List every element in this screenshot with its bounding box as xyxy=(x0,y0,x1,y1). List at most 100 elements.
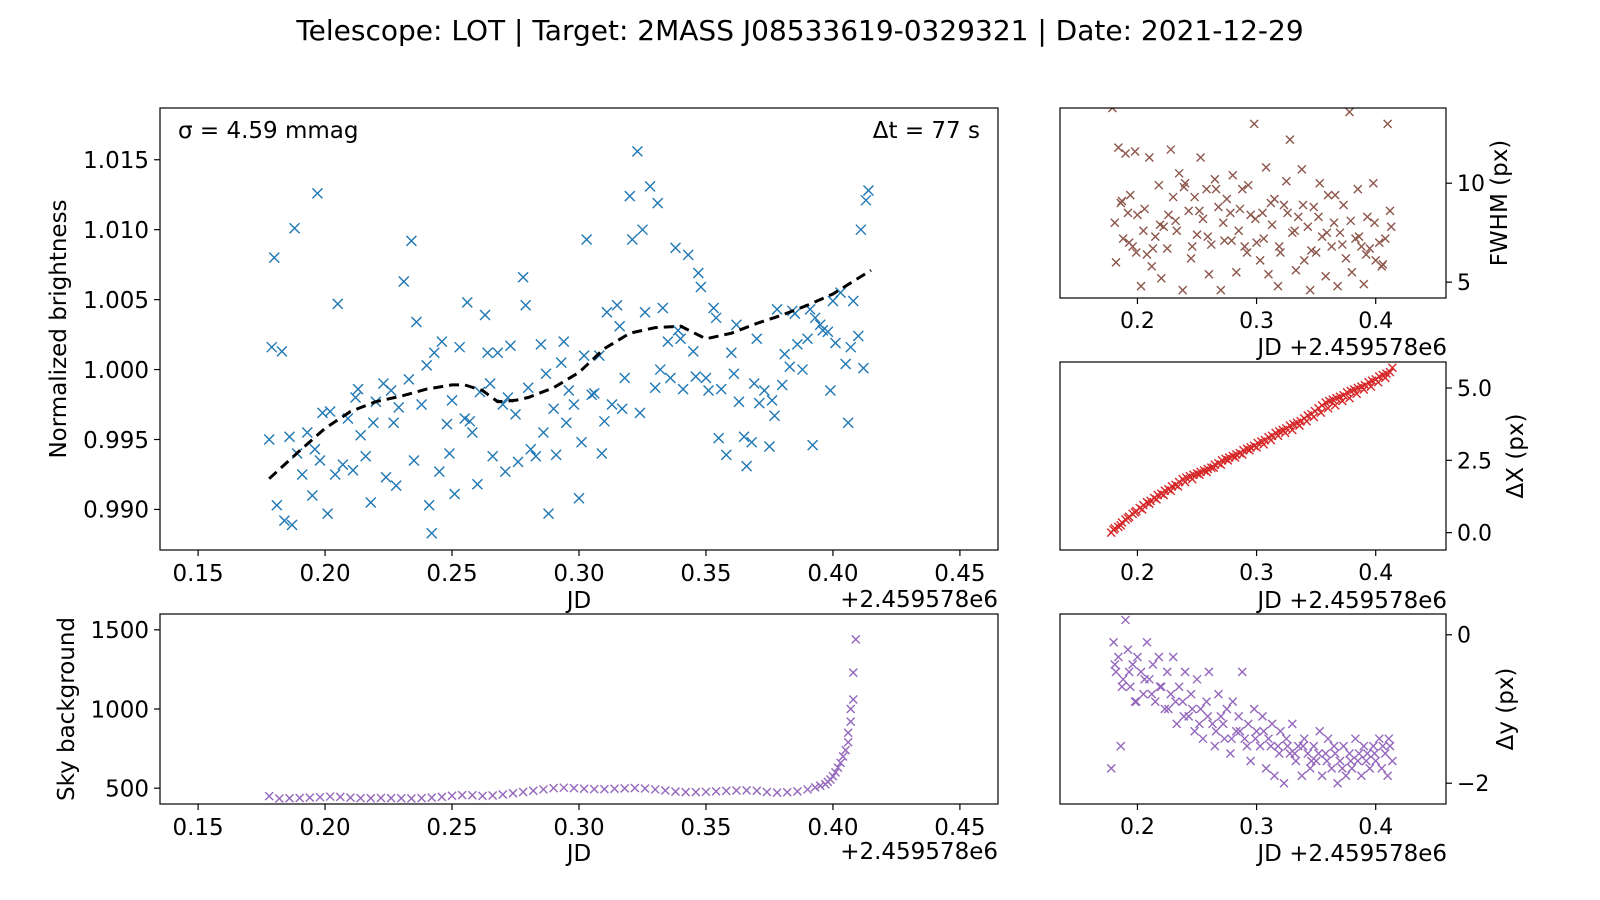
fwhm-point xyxy=(1184,206,1194,216)
lightcurve-point xyxy=(654,364,666,376)
sigma-annotation: σ = 4.59 mmag xyxy=(178,118,359,144)
lightcurve-point xyxy=(459,413,471,425)
sky-point xyxy=(620,783,630,793)
fwhm-point xyxy=(1211,184,1221,194)
sky-point xyxy=(518,787,528,797)
lightcurve-point xyxy=(563,385,575,397)
fwhm-point xyxy=(1333,281,1343,291)
lightcurve-point xyxy=(652,197,664,209)
fwhm-point xyxy=(1136,281,1146,291)
lightcurve-point xyxy=(464,415,476,427)
lightcurve-point xyxy=(309,443,321,455)
dy-point xyxy=(1235,726,1245,736)
lightcurve-point xyxy=(763,440,775,452)
dy-point xyxy=(1275,726,1285,736)
dx-point xyxy=(1152,494,1161,504)
lightcurve-point xyxy=(436,336,448,348)
fwhm-point xyxy=(1222,194,1232,204)
dx-point xyxy=(1330,400,1340,410)
fwhm-point xyxy=(1258,208,1268,218)
sky-point xyxy=(792,786,802,796)
dy-panel: 0.2 0.3 0.4 0 −2 JD +2.459578e6 Δy (px) xyxy=(1059,613,1519,867)
sky-point xyxy=(851,634,861,644)
dy-point xyxy=(1273,741,1283,751)
lightcurve-point xyxy=(855,224,867,236)
dx-point xyxy=(1352,389,1362,399)
dy-point xyxy=(1194,719,1204,729)
fwhm-point xyxy=(1274,242,1284,252)
fwhm-xtick-label: 0.2 xyxy=(1120,309,1155,334)
dy-point xyxy=(1359,741,1369,751)
fwhm-point xyxy=(1356,242,1366,252)
dx-point xyxy=(1187,474,1197,484)
dy-point xyxy=(1240,734,1250,744)
dx-point xyxy=(1323,403,1333,413)
fwhm-point xyxy=(1361,249,1371,259)
dx-point xyxy=(1116,520,1126,530)
lightcurve-point xyxy=(771,303,783,315)
sky-point xyxy=(406,793,416,803)
fwhm-point xyxy=(1293,212,1303,222)
lightcurve-point xyxy=(360,450,372,462)
dx-point xyxy=(1130,507,1140,517)
fwhm-point xyxy=(1290,226,1300,236)
dy-point xyxy=(1263,734,1273,744)
lightcurve-point xyxy=(347,464,359,476)
fwhm-point xyxy=(1315,178,1325,188)
lightcurve-point xyxy=(644,180,656,192)
lightcurve-point xyxy=(822,326,834,338)
dy-point xyxy=(1303,749,1313,759)
lightcurve-point xyxy=(728,368,740,380)
fwhm-point xyxy=(1242,247,1252,257)
fwhm-point xyxy=(1178,285,1188,295)
fwhm-point xyxy=(1216,285,1226,295)
dx-point xyxy=(1109,525,1119,535)
dy-point xyxy=(1246,756,1256,766)
dy-point xyxy=(1131,697,1141,707)
lightcurve-point xyxy=(748,378,760,390)
lightcurve-point xyxy=(842,417,854,429)
sky-point xyxy=(848,668,858,678)
dy-point xyxy=(1267,719,1277,729)
lightcurve-panel: 0.15 0.20 0.25 0.30 0.35 0.40 0.45 0.990 0.995 1.… xyxy=(46,107,999,614)
lightcurve-point xyxy=(624,190,636,202)
fwhm-point xyxy=(1179,182,1189,192)
fwhm-point xyxy=(1204,269,1214,279)
fwhm-point xyxy=(1138,226,1148,236)
dy-point xyxy=(1154,652,1164,662)
lightcurve-point xyxy=(530,450,542,462)
dy-point xyxy=(1128,659,1138,669)
fwhm-point xyxy=(1321,271,1331,281)
lightcurve-point xyxy=(433,466,445,478)
dy-point xyxy=(1299,734,1309,744)
lightcurve-point xyxy=(687,345,699,357)
lightcurve-point xyxy=(862,185,874,197)
sky-ytick-label: 1500 xyxy=(90,618,149,644)
dy-point xyxy=(1117,682,1127,692)
fwhm-ytick-label: 10 xyxy=(1457,172,1485,197)
fwhm-ytick-label: 5 xyxy=(1457,271,1471,296)
dy-point xyxy=(1140,674,1150,684)
dy-point xyxy=(1163,704,1173,714)
dy-point xyxy=(1142,637,1152,647)
dy-point xyxy=(1249,704,1259,714)
lightcurve-point xyxy=(426,527,438,539)
lightcurve-point xyxy=(741,460,753,472)
fwhm-point xyxy=(1259,234,1269,244)
fwhm-point xyxy=(1311,247,1321,257)
fwhm-point xyxy=(1235,204,1245,214)
fwhm-point xyxy=(1163,210,1173,220)
sky-point xyxy=(848,695,858,704)
sky-point xyxy=(841,745,851,755)
lightcurve-point xyxy=(700,372,712,384)
lightcurve-ytick-label: 0.990 xyxy=(83,498,149,524)
dx-point xyxy=(1166,486,1176,496)
dy-point xyxy=(1222,704,1232,714)
fwhm-point xyxy=(1285,135,1295,145)
lightcurve-ytick-label: 1.010 xyxy=(83,218,149,244)
sky-point xyxy=(815,781,825,791)
lightcurve-marks xyxy=(263,145,874,539)
sky-ticks: 0.15 0.20 0.25 0.30 0.35 0.40 0.45 500 1000 1500 xyxy=(90,618,985,841)
dy-point xyxy=(1179,711,1189,721)
lightcurve-ytick-label: 0.995 xyxy=(83,428,149,454)
